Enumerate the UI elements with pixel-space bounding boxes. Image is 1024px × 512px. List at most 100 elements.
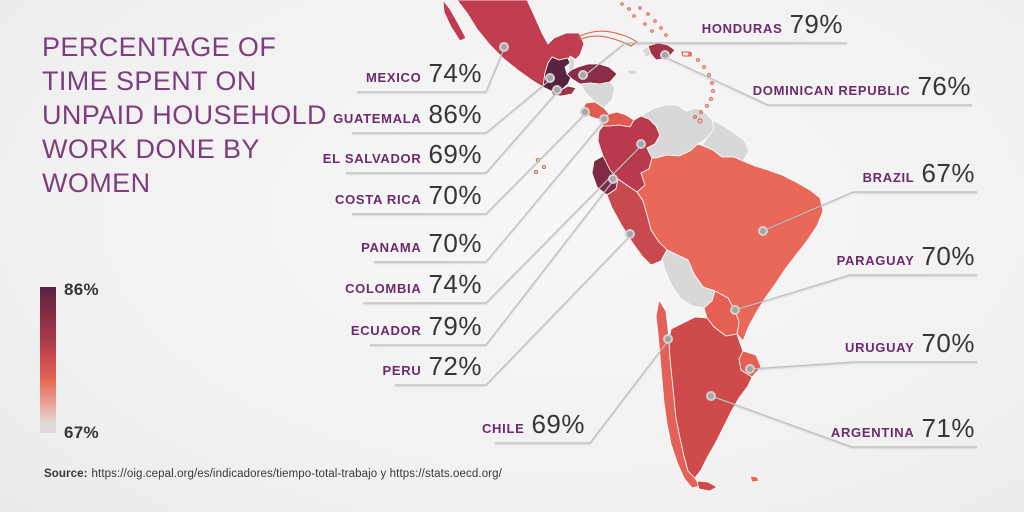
map-country-mexico-baja [442, 0, 467, 42]
country-name: DOMINICAN REPUBLIC [752, 83, 911, 98]
callout-line-dominican-republic [664, 56, 972, 106]
country-label-paraguay: PARAGUAY 70% [837, 241, 975, 272]
country-value: 69% [428, 139, 482, 169]
country-name: EL SALVADOR [322, 151, 422, 166]
country-label-mexico: MEXICO 74% [366, 58, 482, 89]
country-name: URUGUAY [845, 340, 915, 355]
dot-el-salvador [552, 85, 562, 95]
country-value: 69% [531, 409, 585, 439]
title-line: WOMEN [42, 168, 151, 198]
callout-line-peru [395, 235, 631, 386]
country-name: ARGENTINA [830, 425, 915, 440]
country-label-uruguay: URUGUAY 70% [845, 328, 975, 359]
callout-line-paraguay [734, 274, 977, 311]
title-line: UNPAID HOUSEHOLD [42, 100, 327, 130]
dot-uruguay [745, 364, 755, 374]
country-value: 74% [428, 58, 482, 88]
callout-line-chile [495, 340, 669, 444]
title-line: TIME SPENT ON [42, 66, 257, 96]
dot-paraguay [730, 305, 740, 315]
country-label-peru: PERU 72% [383, 351, 482, 382]
callout-line-argentina [710, 395, 977, 448]
country-value: 70% [921, 328, 975, 358]
map-country-jamaica [626, 69, 639, 76]
legend-gradient-bar [40, 287, 56, 433]
country-name: HONDURAS [701, 21, 783, 36]
map-country-nicaragua [579, 81, 616, 109]
title-line: WORK DONE BY [42, 134, 260, 164]
country-label-argentina: ARGENTINA 71% [831, 413, 975, 444]
legend-max-label: 86% [64, 280, 99, 299]
country-name: BRAZIL [862, 170, 915, 185]
source-prefix: Source: [44, 468, 88, 480]
dot-argentina [706, 391, 716, 401]
dot-chile [663, 334, 673, 344]
map-island-outlines [534, 2, 715, 174]
country-label-panama: PANAMA 70% [361, 228, 482, 259]
country-value: 76% [917, 71, 971, 101]
country-label-honduras: HONDURAS 79% [702, 9, 843, 40]
map-country-puerto-rico [681, 51, 692, 57]
callout-line-mexico [357, 48, 505, 93]
dot-mexico [499, 42, 509, 52]
country-label-colombia: COLOMBIA 74% [345, 269, 482, 300]
dot-honduras [578, 70, 588, 80]
country-value: 79% [789, 9, 843, 39]
country-name: CHILE [481, 421, 525, 436]
callout-line-uruguay [749, 361, 977, 370]
country-value: 74% [428, 269, 482, 299]
callout-line-panama [374, 120, 605, 263]
title-line: PERCENTAGE OF [42, 32, 277, 62]
source-line: Source: https://oig.cepal.org/es/indicado… [44, 468, 502, 480]
country-value: 70% [428, 180, 482, 210]
country-name: MEXICO [365, 70, 422, 85]
callout-line-brazil [762, 191, 977, 232]
country-label-costa-rica: COSTA RICA 70% [335, 180, 482, 211]
country-label-guatemala: GUATEMALA 86% [333, 99, 482, 130]
map-lesser-antilles [688, 52, 715, 124]
country-label-chile: CHILE 69% [482, 409, 585, 440]
country-value: 70% [428, 228, 482, 258]
country-value: 70% [921, 241, 975, 271]
page-title: PERCENTAGE OF TIME SPENT ON UNPAID HOUSE… [42, 30, 327, 200]
dot-ecuador [608, 174, 618, 184]
callout-line-colombia [363, 145, 642, 304]
country-value: 67% [921, 158, 975, 188]
map-country-cuba [577, 30, 638, 47]
map-region-falkland-islands [749, 475, 760, 483]
callout-line-honduras [582, 42, 847, 78]
country-name: PANAMA [361, 240, 422, 255]
dot-colombia [636, 139, 646, 149]
callout-line-el-salvador [346, 91, 558, 174]
dot-costa-rica [580, 107, 590, 117]
map-galapagos-islands [534, 158, 546, 174]
country-name: PARAGUAY [836, 253, 915, 268]
dot-peru [625, 229, 635, 239]
country-name: ECUADOR [350, 323, 422, 338]
country-label-dominican-republic: DOMINICAN REPUBLIC 76% [753, 71, 971, 102]
map-bahamas-cays [620, 2, 668, 37]
callout-line-costa-rica [352, 113, 586, 215]
country-value: 71% [921, 413, 975, 443]
country-name: PERU [382, 363, 422, 378]
country-value: 79% [428, 311, 482, 341]
dot-brazil [758, 226, 768, 236]
country-label-brazil: BRAZIL 67% [863, 158, 975, 189]
map-region-tierra-del-fuego [696, 480, 718, 492]
country-label-el-salvador: EL SALVADOR 69% [323, 139, 482, 170]
dot-panama [599, 114, 609, 124]
country-value: 86% [428, 99, 482, 129]
dot-dominican-republic [660, 50, 670, 60]
callout-lines [346, 42, 977, 448]
country-value: 72% [428, 351, 482, 381]
country-name: COLOMBIA [345, 281, 422, 296]
country-name: GUATEMALA [333, 111, 422, 126]
country-label-ecuador: ECUADOR 79% [351, 311, 482, 342]
country-name: COSTA RICA [335, 192, 422, 207]
callout-line-guatemala [352, 79, 551, 134]
callout-line-ecuador [370, 180, 614, 346]
dot-guatemala [545, 73, 555, 83]
legend-min-label: 67% [64, 423, 99, 442]
